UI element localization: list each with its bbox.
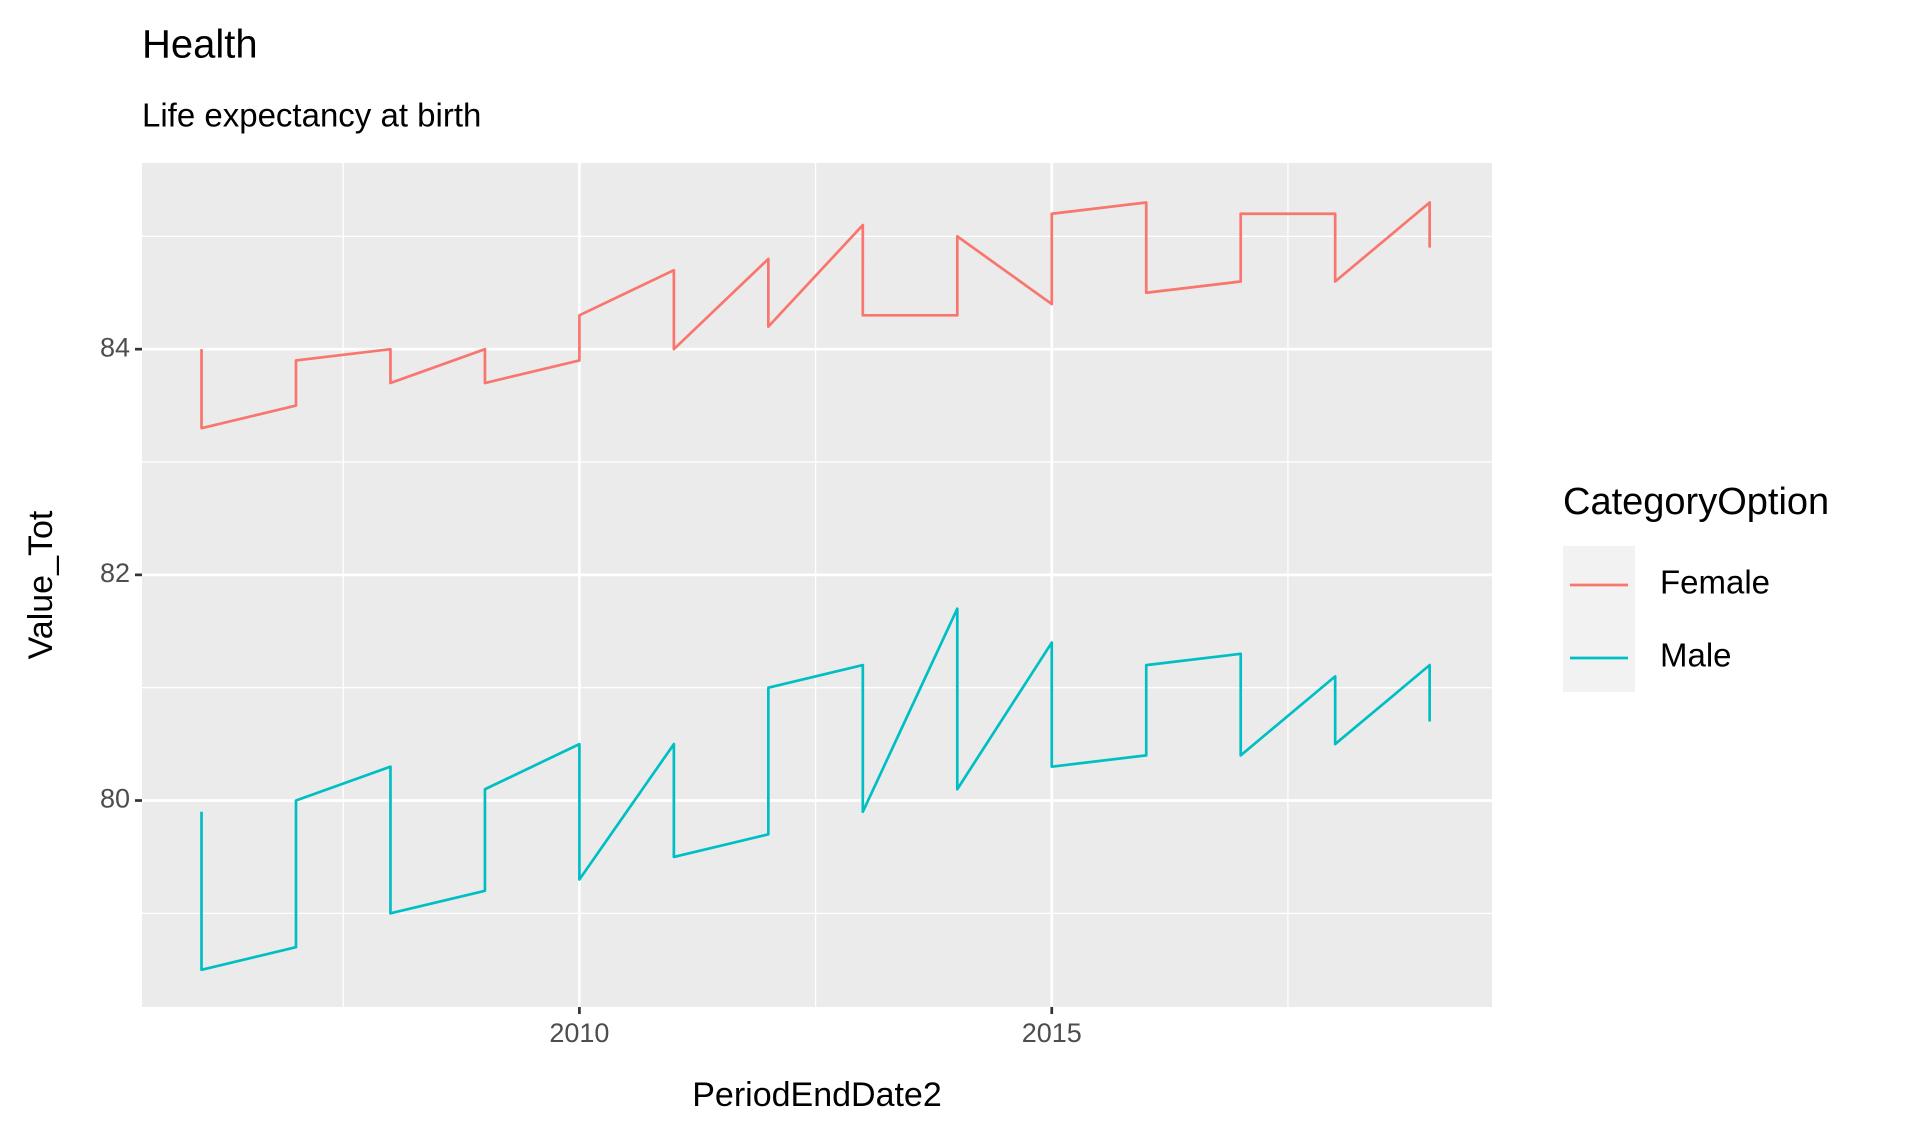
y-axis-title: Value_Tot xyxy=(22,510,60,659)
legend-title: CategoryOption xyxy=(1563,481,1829,523)
legend-key-background xyxy=(1563,546,1635,692)
y-tick-label: 84 xyxy=(100,332,130,362)
x-axis-title: PeriodEndDate2 xyxy=(692,1076,942,1114)
x-tick-label: 2010 xyxy=(549,1018,609,1048)
panel xyxy=(142,163,1492,1007)
y-tick-label: 80 xyxy=(100,784,130,814)
series-line xyxy=(200,201,1431,430)
chart-subtitle: Life expectancy at birth xyxy=(142,97,481,134)
y-tick-label: 82 xyxy=(100,558,130,588)
chart-title: Health xyxy=(142,23,258,67)
legend-label: Female xyxy=(1660,564,1770,601)
x-tick-label: 2015 xyxy=(1022,1018,1082,1048)
series-line xyxy=(200,607,1431,972)
legend-label: Male xyxy=(1660,637,1732,674)
